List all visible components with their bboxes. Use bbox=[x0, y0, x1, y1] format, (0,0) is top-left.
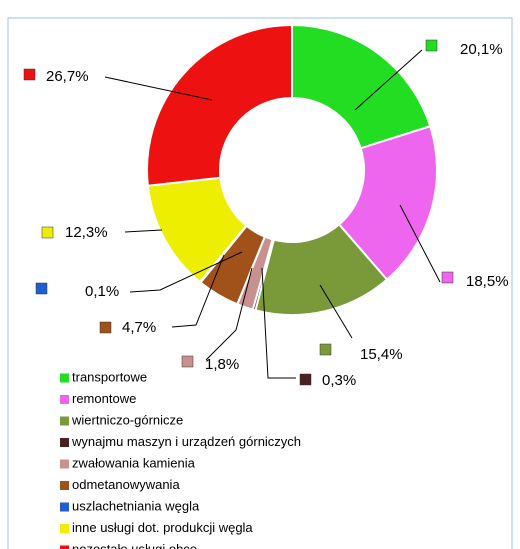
label-marker bbox=[319, 343, 332, 356]
leader-line bbox=[261, 267, 296, 379]
data-label: 0,1% bbox=[85, 283, 119, 300]
label-marker bbox=[41, 226, 54, 239]
leader-line bbox=[104, 76, 213, 101]
data-label: 0,3% bbox=[322, 372, 356, 389]
legend-label: wiertniczo-górnicze bbox=[71, 412, 183, 427]
donut-slice bbox=[291, 23, 432, 150]
legend-marker bbox=[60, 416, 69, 426]
donut-slice bbox=[146, 23, 293, 187]
data-label: 15,4% bbox=[360, 346, 403, 363]
legend-label: pozostałe usługi obce bbox=[72, 541, 197, 549]
label-marker bbox=[425, 39, 438, 52]
legend-marker bbox=[60, 524, 69, 533]
data-label: 1,8% bbox=[205, 356, 239, 373]
leader-line bbox=[354, 49, 423, 111]
legend-marker bbox=[60, 438, 69, 447]
data-label: 18,5% bbox=[466, 273, 509, 290]
label-marker bbox=[99, 321, 112, 334]
data-label: 26,7% bbox=[46, 68, 89, 85]
legend-marker bbox=[60, 373, 69, 383]
leader-line bbox=[124, 229, 163, 233]
legend-label: transportowe bbox=[72, 369, 147, 384]
legend-marker bbox=[60, 481, 69, 490]
leader-line bbox=[205, 267, 253, 361]
legend-label: inne usługi dot. produkcji węgla bbox=[72, 520, 253, 535]
leader-line bbox=[171, 254, 225, 328]
label-marker bbox=[35, 282, 48, 295]
legend-label: odmetanowywania bbox=[72, 477, 180, 492]
data-label: 12,3% bbox=[65, 224, 108, 241]
chart-border bbox=[7, 17, 513, 549]
legend-marker bbox=[60, 459, 69, 469]
data-label: 20,1% bbox=[460, 41, 503, 58]
legend-label: uszlachetniania węgla bbox=[72, 498, 200, 513]
leader-line bbox=[319, 284, 353, 339]
legend-label: remontowe bbox=[72, 391, 136, 406]
label-marker bbox=[299, 373, 312, 386]
label-marker bbox=[23, 68, 36, 81]
leader-line bbox=[399, 204, 441, 283]
legend-label: zwałowania kamienia bbox=[72, 455, 196, 470]
donut-slice bbox=[337, 124, 438, 282]
data-label: 4,7% bbox=[122, 319, 156, 336]
legend-marker bbox=[60, 395, 69, 404]
leader-line bbox=[129, 251, 243, 293]
label-marker bbox=[181, 355, 194, 368]
legend-label: wynajmu maszyn i urządzeń górniczych bbox=[71, 434, 301, 449]
legend-marker bbox=[60, 545, 69, 549]
label-marker bbox=[441, 271, 454, 284]
legend-marker bbox=[60, 502, 69, 512]
